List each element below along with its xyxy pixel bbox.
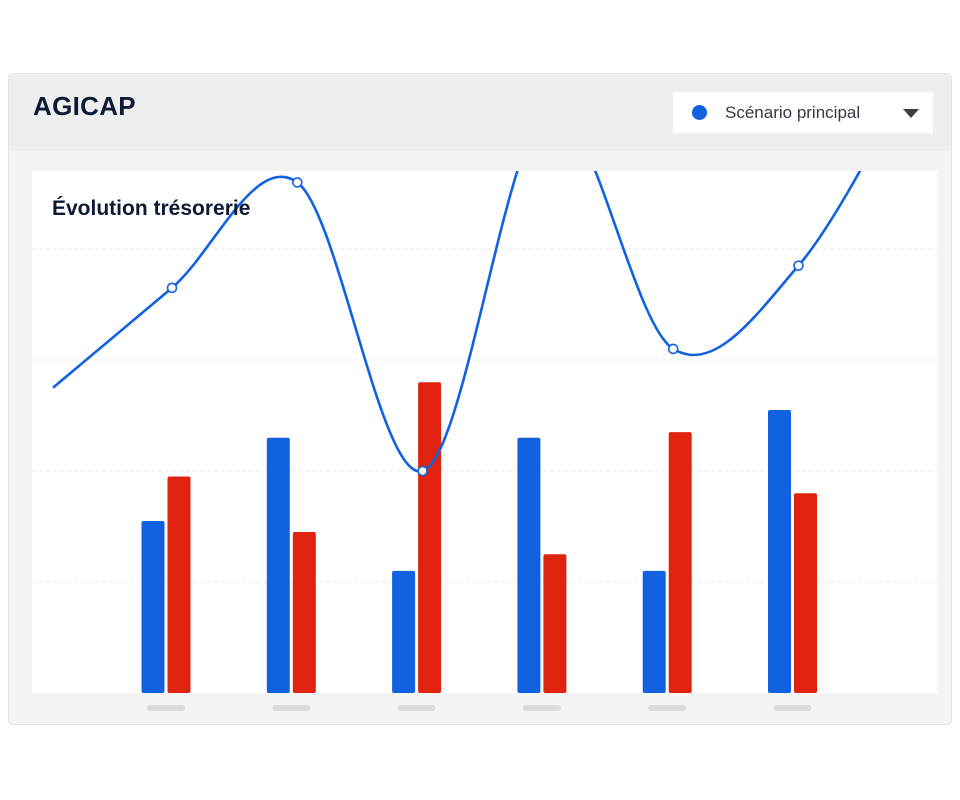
line-point-5 (667, 343, 679, 355)
treasury-chart (32, 171, 938, 693)
balance-line (52, 171, 862, 473)
x-tick-placeholder-3 (397, 705, 436, 711)
chart-card: Évolution trésorerie (32, 171, 938, 693)
x-tick-placeholder-5 (648, 705, 687, 711)
x-tick-placeholder-4 (522, 705, 561, 711)
bar-blue-4 (517, 437, 541, 693)
bar-blue-6 (768, 409, 791, 693)
bar-blue-3 (392, 570, 416, 693)
chevron-down-icon (903, 109, 919, 118)
line-point-2 (291, 177, 303, 188)
x-axis-placeholders (147, 705, 812, 711)
bar-red-2 (292, 532, 316, 693)
bar-blue-2 (266, 437, 290, 693)
x-tick-placeholder-1 (147, 705, 185, 711)
app-window: AGICAP Scénario principal Évolution trés… (8, 73, 952, 725)
x-tick-placeholder-2 (272, 705, 311, 711)
bar-red-1 (167, 476, 191, 693)
scenario-color-dot (692, 105, 707, 120)
line-point-1 (166, 282, 178, 294)
line-point-3 (417, 465, 428, 477)
app-header: AGICAP Scénario principal (9, 74, 951, 151)
chart-title: Évolution trésorerie (52, 197, 251, 220)
scenario-select[interactable]: Scénario principal (673, 92, 933, 133)
bar-red-6 (794, 493, 817, 693)
bar-blue-5 (642, 570, 666, 693)
bar-red-5 (668, 432, 692, 693)
scenario-label: Scénario principal (725, 103, 861, 122)
x-tick-placeholder-6 (773, 705, 812, 711)
bar-red-4 (543, 554, 567, 693)
agicap-logo: AGICAP (33, 91, 136, 121)
bar-blue-1 (141, 520, 165, 693)
line-point-6 (793, 260, 804, 271)
